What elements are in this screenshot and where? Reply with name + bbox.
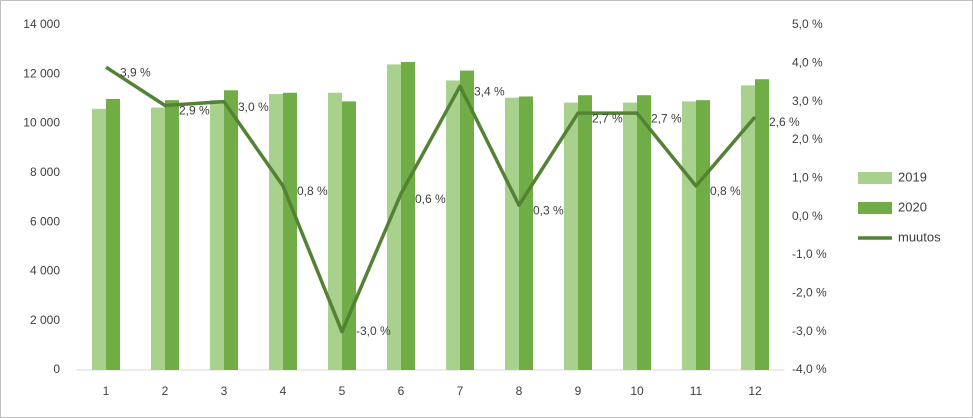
data-label: 2,7 %: [592, 111, 623, 125]
y-tick-label: 10 000: [23, 116, 60, 130]
bar: [637, 95, 651, 370]
x-tick-label: 3: [221, 384, 228, 398]
x-tick-label: 9: [575, 384, 582, 398]
legend-label: muutos: [898, 229, 941, 244]
y2-tick-label: -4,0 %: [792, 362, 827, 376]
legend-label: 2019: [898, 169, 927, 184]
y2-tick-label: -1,0 %: [792, 247, 827, 261]
bar: [401, 61, 415, 370]
data-label: 2,7 %: [651, 111, 682, 125]
bar: [387, 64, 401, 370]
y2-tick-label: 0,0 %: [792, 209, 823, 223]
bar: [741, 85, 755, 370]
x-tick-label: 6: [398, 384, 405, 398]
data-label: 0,6 %: [415, 192, 446, 206]
bar: [269, 94, 283, 370]
data-label: 0,3 %: [533, 203, 564, 217]
bar: [519, 96, 533, 370]
data-label: -3,0 %: [356, 324, 391, 338]
x-tick-label: 5: [339, 384, 346, 398]
y-tick-label: 6 000: [30, 214, 60, 228]
data-label: 3,9 %: [120, 65, 151, 79]
bar: [564, 102, 578, 370]
data-label: 2,6 %: [769, 115, 800, 129]
y-tick-label: 4 000: [30, 264, 60, 278]
bar: [446, 80, 460, 371]
y-tick-label: 0: [53, 362, 60, 376]
x-tick-label: 2: [162, 384, 169, 398]
y2-tick-label: 4,0 %: [792, 56, 823, 70]
bar: [682, 101, 696, 371]
bar: [151, 107, 165, 370]
bar: [224, 90, 238, 370]
data-label: 3,0 %: [238, 100, 269, 114]
x-tick-label: 8: [516, 384, 523, 398]
bar: [696, 100, 710, 371]
x-tick-label: 4: [280, 384, 287, 398]
y2-tick-label: 2,0 %: [792, 132, 823, 146]
y2-tick-label: -3,0 %: [792, 324, 827, 338]
bar: [755, 79, 769, 370]
line: [105, 65, 757, 334]
bar: [106, 98, 120, 370]
bar: [210, 100, 224, 371]
data-label: 2,9 %: [179, 104, 210, 118]
data-label: 0,8 %: [297, 184, 328, 198]
x-tick-label: 12: [748, 384, 762, 398]
legend-label: 2020: [898, 199, 927, 214]
bar: [283, 92, 297, 371]
y2-tick-label: -2,0 %: [792, 286, 827, 300]
bar: [578, 95, 592, 370]
bar: [505, 97, 519, 371]
bar: [328, 92, 342, 371]
y-tick-label: 8 000: [30, 165, 60, 179]
bar: [92, 108, 106, 371]
x-tick-label: 11: [690, 384, 703, 398]
y-tick-label: 2 000: [30, 313, 60, 327]
data-label: 3,4 %: [474, 85, 505, 99]
legend-swatch: [858, 172, 892, 184]
bar: [460, 70, 474, 370]
data-label: 0,8 %: [710, 184, 741, 198]
y2-tick-label: 5,0 %: [792, 17, 823, 31]
x-tick-label: 10: [630, 384, 644, 398]
y2-tick-label: 3,0 %: [792, 94, 823, 108]
legend-swatch: [858, 202, 892, 214]
x-tick-label: 1: [103, 384, 110, 398]
y-tick-label: 14 000: [23, 17, 60, 31]
y-tick-label: 12 000: [23, 66, 60, 80]
bar: [623, 102, 637, 370]
x-tick-label: 7: [457, 384, 464, 398]
y2-tick-label: 1,0 %: [792, 171, 823, 185]
bar: [165, 100, 179, 371]
